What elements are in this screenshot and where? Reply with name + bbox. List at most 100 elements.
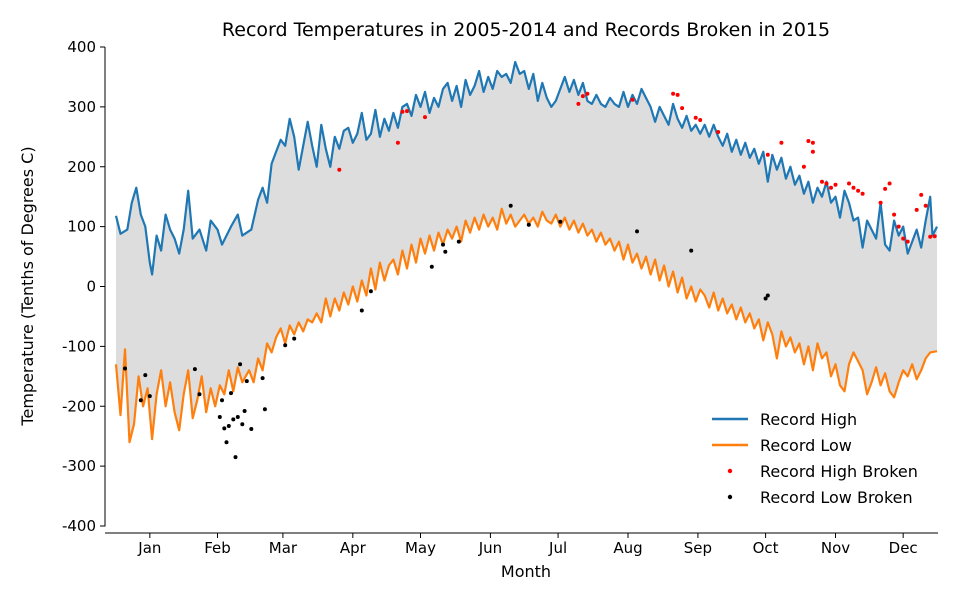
record-high-broken-point-6 bbox=[580, 94, 585, 99]
y-tick-label-8: 400 bbox=[67, 38, 96, 56]
record-high-broken-point-26 bbox=[851, 185, 856, 190]
record-high-broken-point-4 bbox=[423, 115, 427, 120]
x-tick-label-aug: Aug bbox=[613, 539, 642, 557]
record-low-broken-point-18 bbox=[244, 379, 249, 384]
record-low-broken-point-32 bbox=[558, 219, 563, 224]
record-low-broken-point-14 bbox=[235, 415, 240, 419]
x-tick-label-jul: Jul bbox=[548, 539, 567, 557]
series-layer bbox=[114, 60, 938, 460]
record-low-broken-point-31 bbox=[526, 222, 531, 227]
x-tick-label-dec: Dec bbox=[889, 539, 918, 557]
axes: -400 -300 -200 -100 0 100 200 300 400 Jan Feb Mar Ap… bbox=[62, 38, 938, 557]
record-high-broken-point-34 bbox=[901, 236, 906, 241]
record-low-broken-point-12 bbox=[231, 417, 236, 422]
series-line-record-low bbox=[114, 207, 938, 444]
record-low-broken-point-22 bbox=[283, 343, 288, 348]
record-low-broken-point-20 bbox=[260, 376, 265, 381]
y-tick-label-0: -400 bbox=[62, 517, 96, 535]
record-high-broken-point-5 bbox=[576, 101, 581, 106]
y-tick-label-1: -300 bbox=[62, 457, 96, 475]
record-high-broken-point-7 bbox=[585, 91, 590, 96]
x-tick-label-apr: Apr bbox=[340, 539, 367, 557]
record-high-broken-point-2 bbox=[400, 109, 405, 114]
legend-label-0: Record High bbox=[760, 410, 857, 429]
record-low-broken-point-7 bbox=[220, 398, 224, 403]
legend-swatch-3 bbox=[727, 494, 733, 500]
y-tick-label-2: -200 bbox=[62, 397, 96, 415]
record-high-broken-point-10 bbox=[675, 92, 680, 97]
legend-item-0: Record High bbox=[712, 410, 857, 429]
legend-label-3: Record Low Broken bbox=[760, 488, 913, 507]
record-high-broken-point-15 bbox=[765, 152, 770, 157]
x-tick-label-feb: Feb bbox=[204, 539, 231, 557]
record-low-broken-point-8 bbox=[222, 426, 227, 431]
record-low-broken-point-25 bbox=[368, 289, 373, 294]
y-tick-label-5: 100 bbox=[67, 218, 96, 236]
record-low-broken-point-24 bbox=[359, 308, 364, 313]
record-low-broken-point-36 bbox=[765, 293, 770, 298]
record-high-broken-point-30 bbox=[883, 186, 888, 191]
legend: Record High Record Low Record High Broken R… bbox=[712, 410, 918, 507]
record-high-broken-point-36 bbox=[914, 207, 919, 212]
y-tick-label-7: 300 bbox=[67, 98, 96, 116]
record-low-broken-point-34 bbox=[689, 248, 694, 253]
x-tick-label-jan: Jan bbox=[137, 539, 161, 557]
record-high-broken-point-11 bbox=[680, 106, 685, 111]
legend-item-1: Record Low bbox=[712, 436, 852, 455]
record-low-broken-point-27 bbox=[441, 242, 445, 247]
chart-title: Record Temperatures in 2005-2014 and Rec… bbox=[222, 19, 830, 41]
record-high-broken-point-31 bbox=[887, 181, 892, 186]
record-low-broken-point-11 bbox=[229, 391, 233, 396]
x-tick-label-oct: Oct bbox=[753, 539, 779, 557]
fill-between-area bbox=[116, 62, 937, 443]
record-low-broken-point-4 bbox=[192, 367, 197, 372]
record-high-broken-point-12 bbox=[693, 115, 698, 120]
record-high-broken-point-23 bbox=[829, 185, 833, 190]
record-high-broken-point-25 bbox=[847, 181, 851, 186]
legend-item-2: Record High Broken bbox=[727, 462, 918, 481]
record-high-broken-point-28 bbox=[860, 191, 865, 196]
record-high-broken-point-3 bbox=[405, 109, 409, 114]
record-low-broken-point-17 bbox=[242, 409, 247, 413]
record-low-broken-point-26 bbox=[429, 264, 434, 269]
y-tick-label-4: 0 bbox=[86, 278, 96, 296]
fill-between-polygon bbox=[116, 62, 937, 443]
legend-label-2: Record High Broken bbox=[760, 462, 918, 481]
record-low-broken-point-1 bbox=[138, 398, 143, 403]
record-low-broken-point-30 bbox=[508, 203, 513, 208]
series-line-record-high bbox=[114, 60, 938, 276]
x-tick-label-nov: Nov bbox=[821, 539, 850, 557]
record-high-broken-point-14 bbox=[716, 130, 721, 134]
record-high-broken-point-18 bbox=[810, 140, 815, 145]
record-high-broken-point-0 bbox=[337, 167, 342, 172]
x-tick-label-jun: Jun bbox=[478, 539, 502, 557]
record-low-broken-point-16 bbox=[240, 422, 245, 427]
record-high-broken-point-39 bbox=[928, 234, 933, 239]
record-high-broken-point-29 bbox=[878, 200, 883, 205]
y-axis-label: Temperature (Tenths of Degrees C) bbox=[18, 146, 37, 426]
record-low-broken-point-2 bbox=[143, 373, 148, 378]
record-high-broken-point-1 bbox=[395, 140, 400, 145]
record-low-broken-point-9 bbox=[224, 440, 229, 445]
y-tick-label-3: -100 bbox=[62, 337, 96, 355]
record-high-broken-point-35 bbox=[905, 239, 910, 244]
record-high-broken-point-21 bbox=[820, 179, 824, 184]
record-high-broken-point-32 bbox=[892, 212, 897, 217]
record-low-broken-point-33 bbox=[635, 229, 639, 234]
record-low-broken-point-6 bbox=[217, 415, 222, 419]
legend-label-1: Record Low bbox=[760, 436, 852, 455]
record-low-broken-point-19 bbox=[249, 427, 254, 431]
record-low-broken-point-5 bbox=[197, 392, 202, 397]
record-high-broken-point-40 bbox=[932, 234, 937, 239]
legend-swatch-2 bbox=[727, 468, 733, 474]
x-axis-label: Month bbox=[501, 562, 551, 581]
record-low-broken-point-0 bbox=[123, 366, 127, 371]
record-high-broken-point-37 bbox=[919, 192, 924, 197]
record-low-broken-point-28 bbox=[443, 249, 448, 254]
record-high-broken-point-13 bbox=[698, 118, 703, 122]
record-high-broken-point-17 bbox=[806, 139, 811, 143]
record-high-broken-point-38 bbox=[923, 203, 928, 208]
record-high-broken-point-19 bbox=[801, 164, 806, 169]
